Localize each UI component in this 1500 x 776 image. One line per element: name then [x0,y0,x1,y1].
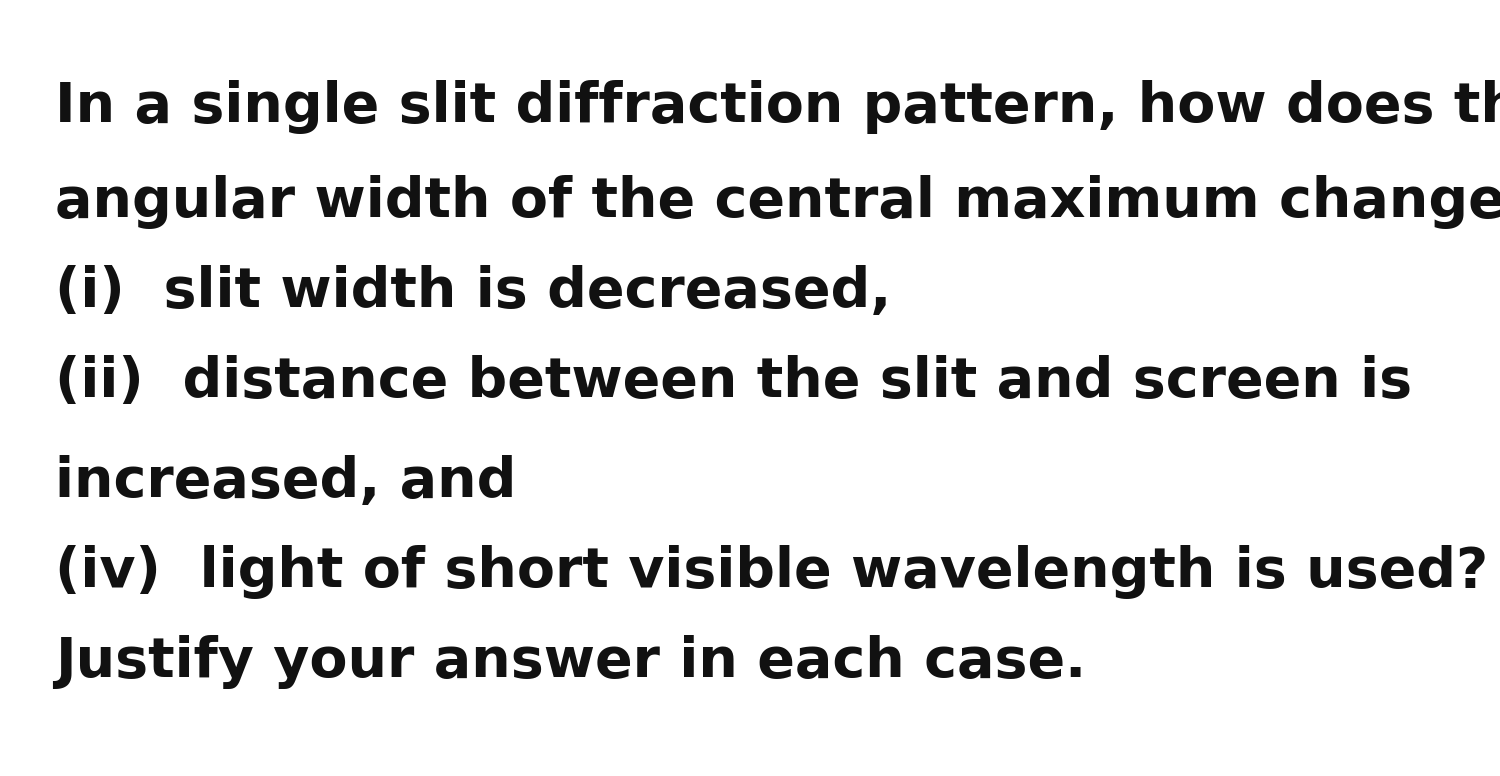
Text: (ii)  distance between the slit and screen is: (ii) distance between the slit and scree… [56,355,1411,409]
Text: (iv)  light of short visible wavelength is used?: (iv) light of short visible wavelength i… [56,545,1488,599]
Text: (i)  slit width is decreased,: (i) slit width is decreased, [56,265,891,319]
Text: In a single slit diffraction pattern, how does the: In a single slit diffraction pattern, ho… [56,80,1500,134]
Text: angular width of the central maximum change when:: angular width of the central maximum cha… [56,175,1500,229]
Text: increased, and: increased, and [56,455,516,509]
Text: Justify your answer in each case.: Justify your answer in each case. [56,635,1086,689]
